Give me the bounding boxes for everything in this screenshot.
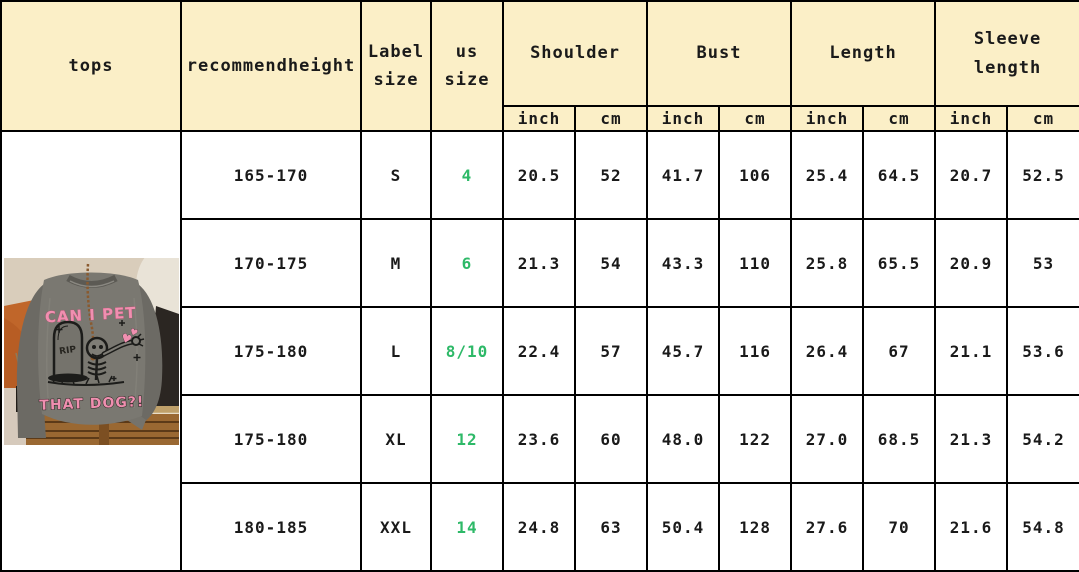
- product-photo: CAN I PET RIP: [3, 133, 179, 569]
- table-cell: 27.0: [790, 394, 865, 484]
- unit-header: cm: [1006, 105, 1079, 132]
- table-cell: M: [360, 218, 432, 308]
- table-cell: 70: [862, 482, 937, 572]
- table-cell: 8/10: [430, 306, 504, 396]
- table-cell: 14: [430, 482, 504, 572]
- table-cell: 52.5: [1006, 130, 1079, 220]
- table-cell: 64.5: [862, 130, 937, 220]
- unit-header: inch: [790, 105, 865, 132]
- product-photo-image: CAN I PET RIP: [3, 257, 179, 445]
- table-cell: 25.4: [790, 130, 865, 220]
- header-sleeve-length: Sleeve length: [934, 0, 1079, 107]
- header-us-size: us size: [430, 0, 504, 132]
- table-cell: L: [360, 306, 432, 396]
- table-cell: 20.9: [934, 218, 1009, 308]
- size-row: 170-175 M 6 21.3 54 43.3 110 25.8 65.5 2…: [1, 218, 1079, 308]
- size-row: 180-185 XXL 14 24.8 63 50.4 128 27.6 70 …: [1, 482, 1079, 572]
- table-cell: 63: [573, 482, 649, 572]
- sparkle-icons: [55, 319, 140, 381]
- table-cell: 68.5: [862, 394, 937, 484]
- header-tops: tops: [0, 0, 182, 132]
- table-cell: 165-170: [180, 130, 362, 220]
- table-cell: 24.8: [502, 482, 576, 572]
- table-cell: 122: [718, 394, 793, 484]
- heart-icon: ♥: [119, 330, 134, 347]
- header-length: Length: [790, 0, 937, 107]
- table-cell: XXL: [360, 482, 432, 572]
- table-cell: 27.6: [790, 482, 865, 572]
- table-cell: 21.1: [934, 306, 1009, 396]
- table-cell: 53: [1006, 218, 1079, 308]
- table-cell: S: [360, 130, 432, 220]
- table-cell: 53.6: [1006, 306, 1079, 396]
- unit-header: cm: [573, 105, 649, 132]
- table-cell: 54: [573, 218, 649, 308]
- table-cell: 52: [573, 130, 649, 220]
- table-cell: XL: [360, 394, 432, 484]
- size-row: 175-180 XL 12 23.6 60 48.0 122 27.0 68.5…: [1, 394, 1079, 484]
- table-cell: 26.4: [790, 306, 865, 396]
- table-cell: 50.4: [646, 482, 721, 572]
- table-cell: 43.3: [646, 218, 721, 308]
- table-cell: 57: [573, 306, 649, 396]
- table-cell: 23.6: [502, 394, 576, 484]
- size-row: 175-180 L 8/10 22.4 57 45.7 116 26.4 67 …: [1, 306, 1079, 396]
- table-cell: 175-180: [180, 306, 362, 396]
- table-cell: 41.7: [646, 130, 721, 220]
- necklace-chain: [85, 263, 95, 356]
- table-cell: 20.7: [934, 130, 1009, 220]
- tombstone-icon: [52, 320, 83, 377]
- table-cell: 170-175: [180, 218, 362, 308]
- tombstone-text: RIP: [58, 344, 77, 356]
- table-cell: 20.5: [502, 130, 576, 220]
- graphic-text-bottom: THAT DOG?!: [39, 394, 144, 414]
- table-cell: 21.3: [502, 218, 576, 308]
- table-cell: 45.7: [646, 306, 721, 396]
- table-cell: 48.0: [646, 394, 721, 484]
- table-cell: 22.4: [502, 306, 576, 396]
- header-label-size: Label size: [360, 0, 432, 132]
- unit-header: cm: [718, 105, 793, 132]
- table-cell: 65.5: [862, 218, 937, 308]
- table-cell: 54.2: [1006, 394, 1079, 484]
- unit-header: inch: [646, 105, 721, 132]
- table-cell: 21.3: [934, 394, 1009, 484]
- table-cell: 110: [718, 218, 793, 308]
- table-cell: 128: [718, 482, 793, 572]
- table-cell: 54.8: [1006, 482, 1079, 572]
- table-cell: 180-185: [180, 482, 362, 572]
- table-cell: 60: [573, 394, 649, 484]
- heart-icon: ♥: [128, 327, 139, 339]
- unit-header: inch: [502, 105, 576, 132]
- grass-tufts: [49, 375, 113, 384]
- skeleton-icon: [85, 332, 144, 380]
- table-cell: 116: [718, 306, 793, 396]
- product-photo-cell: CAN I PET RIP: [0, 130, 182, 572]
- unit-header: cm: [862, 105, 937, 132]
- table-cell: 175-180: [180, 394, 362, 484]
- header-recommendheight: recommendheight: [180, 0, 362, 132]
- table-cell: 106: [718, 130, 793, 220]
- table-cell: 25.8: [790, 218, 865, 308]
- unit-header: inch: [934, 105, 1009, 132]
- table-cell: 12: [430, 394, 504, 484]
- table-cell: 67: [862, 306, 937, 396]
- header-shoulder: Shoulder: [501, 0, 649, 107]
- size-row: CAN I PET RIP: [0, 130, 1079, 572]
- table-cell: 4: [430, 130, 504, 220]
- table-cell: 6: [430, 218, 504, 308]
- collar-ribbing: [65, 274, 118, 288]
- table-cell: 21.6: [934, 482, 1009, 572]
- header-bust: Bust: [646, 0, 793, 107]
